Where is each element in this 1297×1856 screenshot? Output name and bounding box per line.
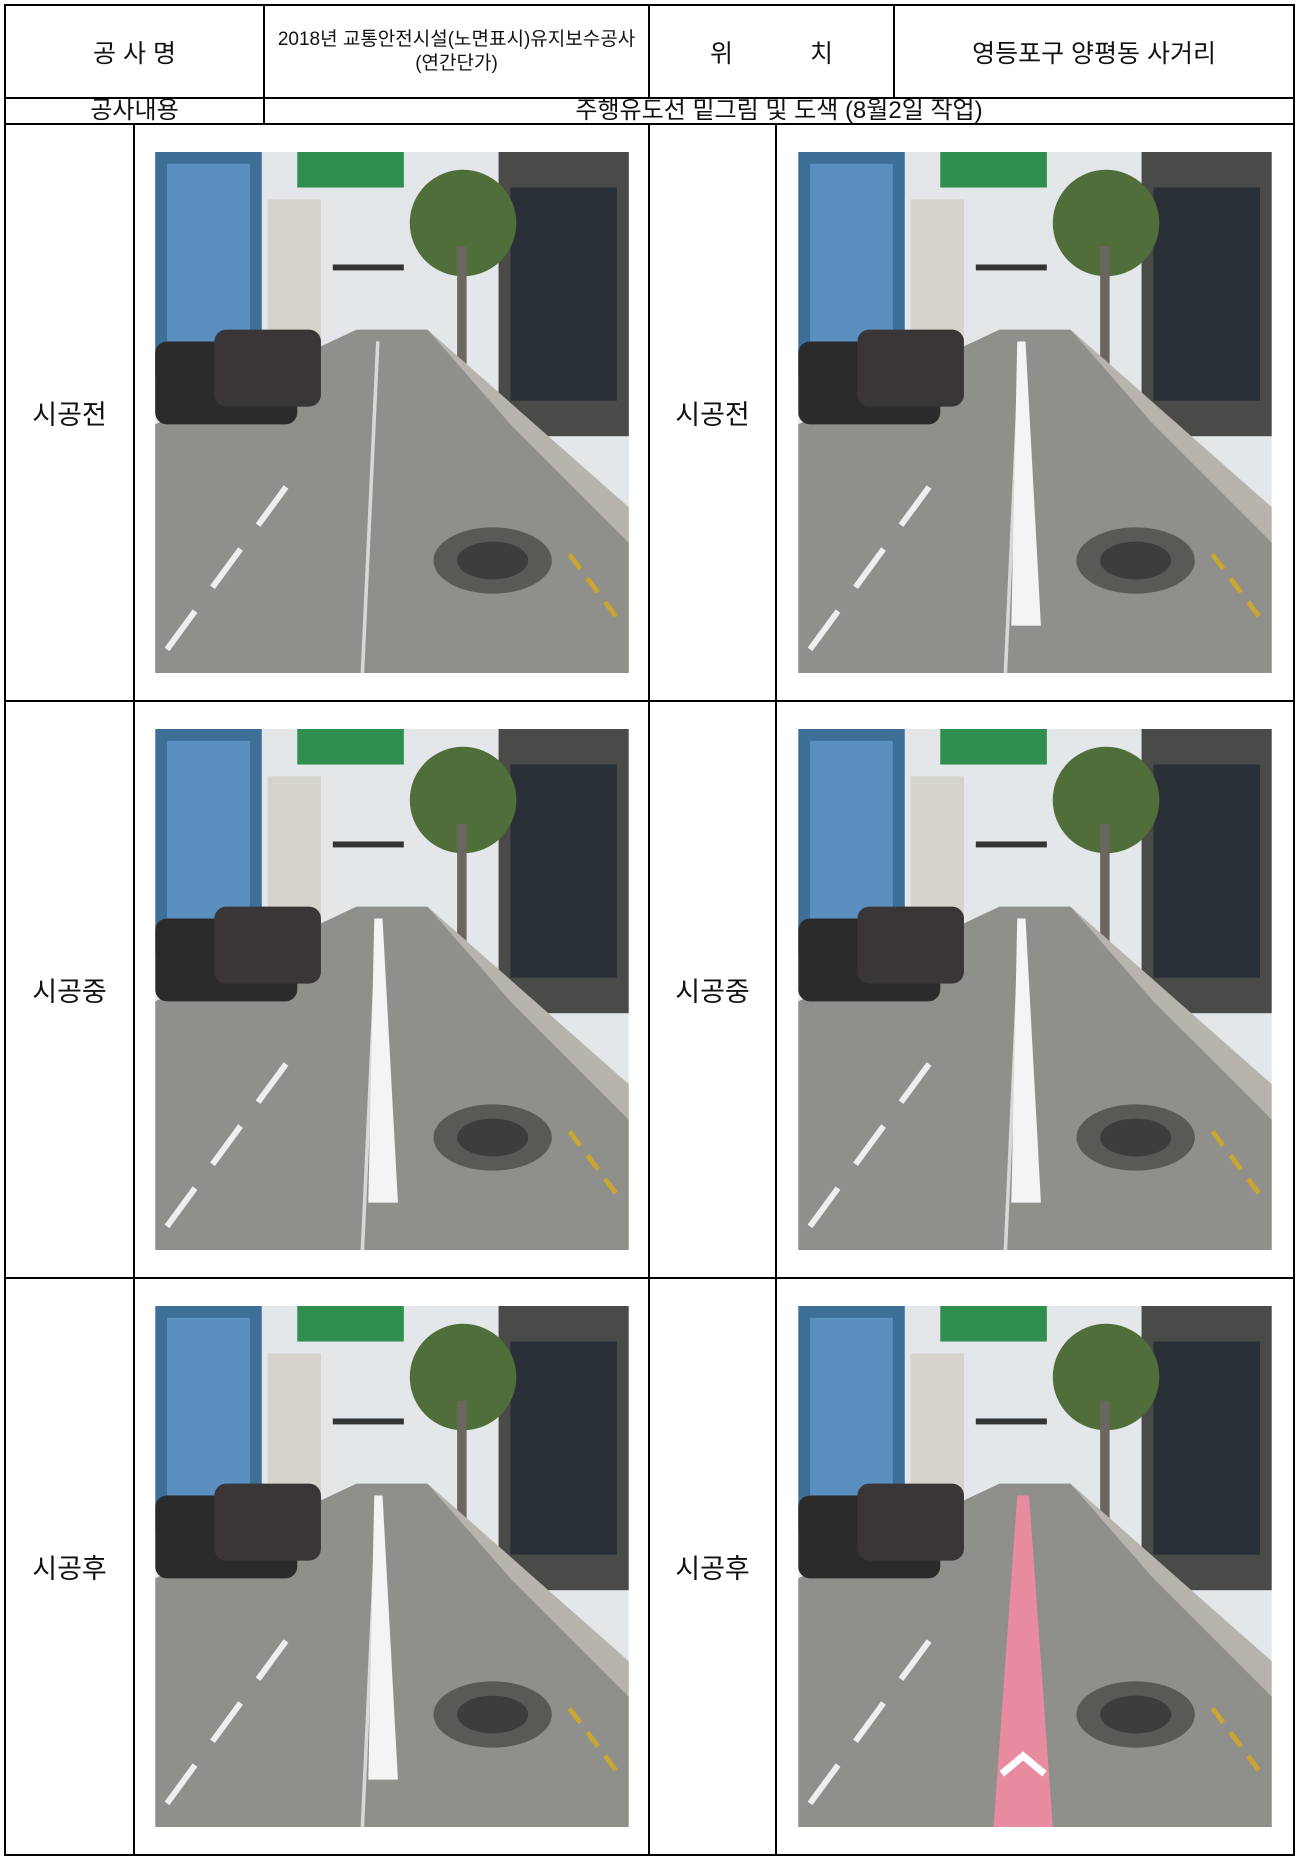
project-label: 공 사 명 xyxy=(4,4,265,99)
stage-label: 시공후 xyxy=(4,1277,135,1856)
photo xyxy=(153,152,631,673)
project-name: 2018년 교통안전시설(노면표시)유지보수공사(연간단가) xyxy=(263,4,650,99)
photo xyxy=(796,152,1274,673)
stage-label: 시공중 xyxy=(648,700,777,1279)
photo xyxy=(153,1306,631,1827)
stage-label: 시공전 xyxy=(648,123,777,702)
location-label: 위 치 xyxy=(647,4,896,99)
photo xyxy=(153,729,631,1250)
stage-label: 시공전 xyxy=(4,123,135,702)
photo xyxy=(796,729,1274,1250)
stage-label: 시공후 xyxy=(648,1277,777,1856)
content-label: 공사내용 xyxy=(4,97,265,125)
location: 영등포구 양평동 사거리 xyxy=(893,4,1296,99)
content: 주행유도선 밑그림 및 도색 (8월2일 작업) xyxy=(262,97,1296,125)
photo xyxy=(796,1306,1274,1827)
stage-label: 시공중 xyxy=(4,700,135,1279)
report-table: 공 사 명 2018년 교통안전시설(노면표시)유지보수공사(연간단가) 위 치… xyxy=(4,4,1296,1856)
